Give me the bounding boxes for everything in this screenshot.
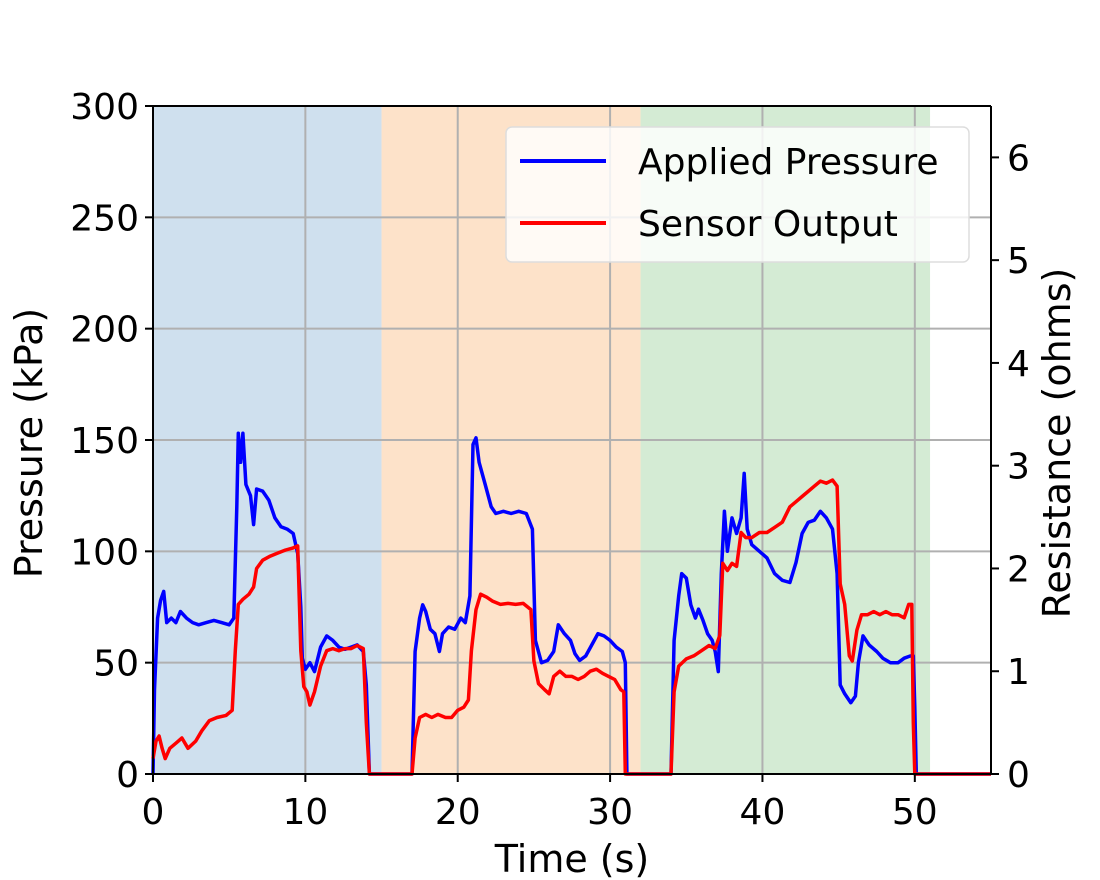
series-line-applied-pressure [151,431,991,776]
series-lines [151,431,991,776]
x-tick-label: 40 [740,792,786,833]
y-tick-label: 0 [116,755,139,796]
legend: Applied Pressure Sensor Output [505,126,970,263]
legend-label: Applied Pressure [638,142,939,183]
x-tick-label: 50 [892,792,938,833]
tick-labels: 0 10 20 30 40 50 0 50 100 150 200 250 300 0 1 2 3 4 5 6 [70,87,1030,833]
y2-tick-label: 6 [1007,138,1030,179]
y2-tick-label: 1 [1007,652,1030,693]
x-tick-label: 0 [142,792,165,833]
y-axis-label: Pressure (kPa) [7,308,51,579]
y2-axis-label: Resistance (ohms) [1035,268,1079,619]
y-tick-label: 300 [70,87,139,128]
x-tick-label: 10 [282,792,328,833]
y-tick-label: 250 [70,198,139,239]
y2-tick-label: 3 [1007,447,1030,488]
y2-tick-label: 5 [1007,241,1030,282]
y-tick-label: 150 [70,421,139,462]
x-axis-label: Time (s) [494,837,650,880]
y-tick-label: 100 [70,532,139,573]
y2-tick-label: 2 [1007,549,1030,590]
y-tick-label: 200 [70,310,139,351]
y2-tick-label: 4 [1007,344,1030,385]
legend-box [505,126,970,263]
legend-label: Sensor Output [638,204,898,245]
series-line-sensor-output [151,478,991,776]
x-tick-label: 20 [435,792,481,833]
y-tick-label: 50 [93,644,139,685]
y2-tick-label: 0 [1007,755,1030,796]
x-tick-label: 30 [587,792,633,833]
